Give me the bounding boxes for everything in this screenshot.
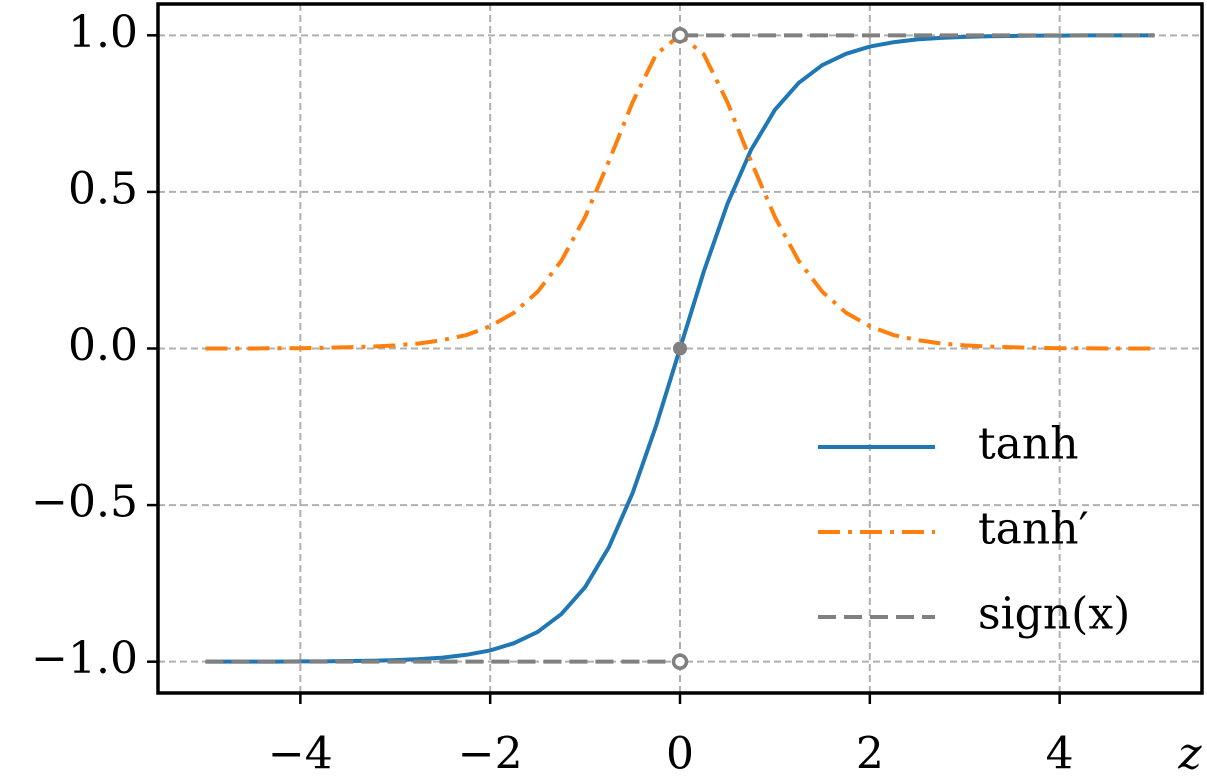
point-marker (671, 27, 689, 44)
x-tick-label: −4 (268, 729, 333, 780)
series-line (205, 33, 1155, 664)
point-marker (671, 653, 689, 670)
y-tick-label: 0.0 (68, 320, 138, 371)
x-tick-label: 0 (666, 729, 694, 780)
y-tick-label: −0.5 (31, 477, 138, 528)
x-tick-label: −2 (458, 729, 523, 780)
x-tick-label: 4 (1046, 729, 1074, 780)
legend-label: tanh (978, 419, 1079, 470)
y-tick-label: −1.0 (31, 633, 138, 684)
plot-frame (156, 2, 1204, 695)
y-tick-label: 1.0 (68, 7, 138, 58)
x-axis-label: z (1177, 729, 1202, 780)
legend-label: tanh′ (978, 504, 1089, 555)
y-tick-label: 0.5 (68, 163, 138, 214)
point-marker (673, 341, 687, 356)
legend-label: sign(x) (978, 589, 1130, 640)
x-tick-label: 2 (856, 729, 884, 780)
